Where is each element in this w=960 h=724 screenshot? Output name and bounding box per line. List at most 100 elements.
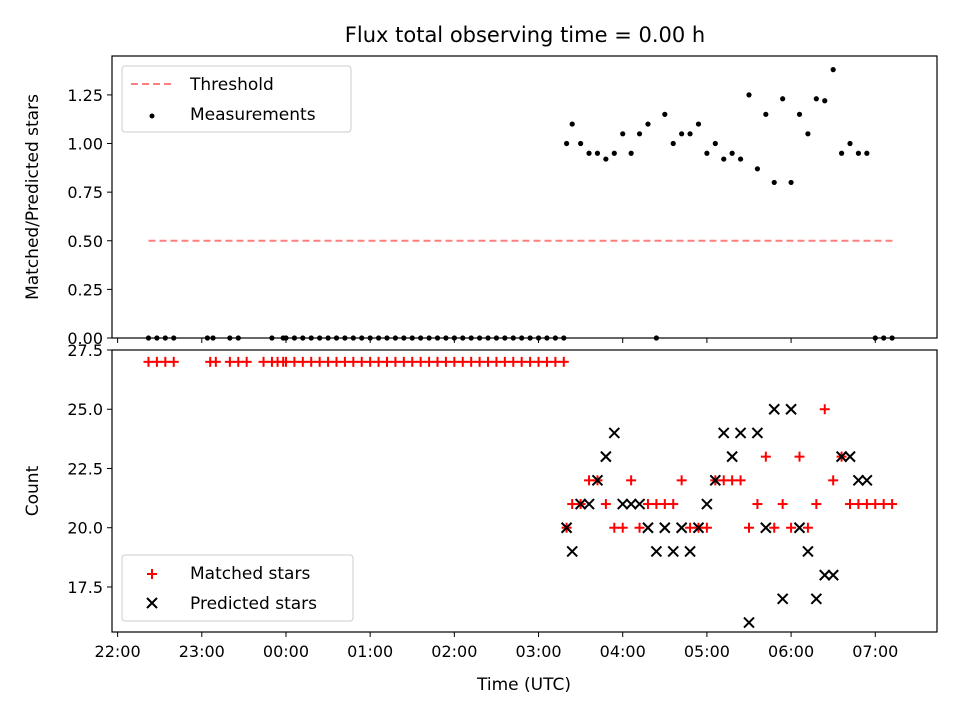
top-y-axis-label: Matched/Predicted stars	[23, 94, 43, 300]
predicted-star-point	[718, 427, 730, 439]
matched-star-point	[168, 356, 179, 367]
predicted-star-point	[625, 498, 637, 510]
predicted-star-point	[701, 498, 713, 510]
predicted-star-point	[743, 616, 755, 629]
matched-star-point	[474, 356, 485, 367]
bottom-x-ticks: 22:00 23:00 00:00 01:00 02:00 03:00 04:00 05:00…	[95, 632, 898, 661]
matched-star-point	[466, 356, 477, 367]
predicted-star-point	[659, 522, 671, 534]
matched-star-point	[550, 356, 561, 367]
legend-measurements-swatch	[149, 113, 155, 119]
top-axes-frame	[111, 55, 938, 339]
matched-star-point	[407, 356, 418, 367]
matched-star-point	[651, 499, 662, 510]
matched-star-point	[224, 356, 235, 367]
matched-star-point	[718, 475, 729, 486]
predicted-star-point	[709, 474, 722, 487]
legend-predicted-label: Predicted stars	[190, 594, 317, 614]
bottom-y-tick-label: 20.0	[67, 519, 103, 538]
top-y-tick-label: 0.25	[67, 280, 103, 299]
matched-star-point	[525, 356, 536, 367]
matched-star-point	[306, 356, 317, 367]
predicted-star-point	[560, 522, 573, 534]
matched-star-point	[491, 356, 502, 367]
matched-star-point	[777, 499, 788, 510]
measurement-point	[788, 179, 794, 186]
predicted-star-point	[760, 522, 772, 534]
legend-matched-label: Matched stars	[190, 564, 310, 584]
matched-star-point	[415, 356, 426, 367]
top-y-tick-label: 0.50	[67, 232, 103, 251]
predicted-star-point	[600, 450, 612, 463]
measurement-point	[704, 150, 710, 156]
measurement-point	[805, 131, 811, 137]
matched-star-point	[828, 475, 839, 486]
matched-star-point	[634, 522, 645, 533]
matched-star-point	[861, 499, 872, 510]
top-legend: Threshold Measurements	[121, 65, 352, 133]
matched-star-point	[584, 475, 595, 486]
matched-star-point	[373, 356, 384, 367]
predicted-star-point	[819, 569, 831, 581]
matched-star-point	[432, 356, 443, 367]
measurement-point	[712, 140, 718, 147]
measurement-point	[813, 96, 819, 102]
predicted-star-point	[776, 593, 789, 605]
matched-star-point	[483, 356, 494, 367]
x-tick-label: 22:00	[95, 642, 141, 661]
predicted-star-point	[751, 427, 764, 439]
matched-star-point	[233, 356, 244, 367]
x-tick-label: 06:00	[768, 642, 814, 661]
matched-star-point	[794, 451, 805, 462]
x-tick-label: 01:00	[347, 642, 393, 661]
predicted-star-point	[633, 498, 646, 510]
matched-star-point	[323, 356, 334, 367]
matched-star-point	[382, 356, 392, 367]
measurement-point	[695, 121, 702, 127]
matched-star-point	[558, 356, 569, 367]
matched-star-point	[499, 356, 510, 367]
predicted-star-point	[810, 593, 823, 605]
x-axis-label: Time (UTC)	[476, 675, 571, 695]
measurement-point	[620, 131, 626, 137]
predicted-star-point	[591, 474, 604, 487]
matched-star-point	[160, 356, 171, 367]
matched-star-point	[642, 499, 653, 510]
matched-star-point	[541, 356, 552, 367]
matched-star-point	[241, 356, 252, 367]
predicted-star-point	[827, 569, 839, 581]
bottom-legend-box	[121, 554, 354, 622]
matched-star-point	[533, 356, 544, 367]
predicted-star-point	[861, 474, 873, 487]
measurement-point	[838, 150, 845, 156]
matched-star-point	[297, 356, 308, 367]
predicted-star-point	[692, 522, 705, 534]
matched-star-point	[280, 356, 291, 367]
matched-star-point	[878, 499, 889, 510]
predicted-star-point	[574, 498, 587, 510]
legend-matched-swatch	[147, 569, 157, 579]
bottom-y-tick-label: 25.0	[67, 400, 103, 419]
matched-star-point	[365, 356, 376, 367]
measurement-point	[830, 67, 836, 73]
predicted-star-point	[734, 427, 747, 439]
matched-star-point	[659, 499, 670, 510]
matched-star-point	[786, 522, 797, 533]
predicted-star-point	[675, 522, 688, 534]
matched-star-point	[390, 356, 401, 367]
measurement-point	[662, 111, 668, 117]
matched-star-point	[600, 499, 611, 510]
predicted-star-point	[650, 545, 663, 558]
predicted-star-point	[684, 545, 696, 558]
x-tick-label: 03:00	[515, 642, 561, 661]
matched-star-point	[567, 499, 578, 510]
x-tick-label: 05:00	[684, 642, 730, 661]
measurement-point	[847, 140, 853, 147]
bottom-plot-area	[143, 356, 898, 629]
measurement-point	[754, 166, 761, 172]
measurement-point	[594, 150, 601, 156]
matched-star-point	[151, 356, 162, 367]
predicted-star-point	[726, 450, 738, 463]
top-y-tick-label: 0.00	[67, 329, 103, 348]
chart-title: Flux total observing time = 0.00 h	[345, 23, 705, 47]
